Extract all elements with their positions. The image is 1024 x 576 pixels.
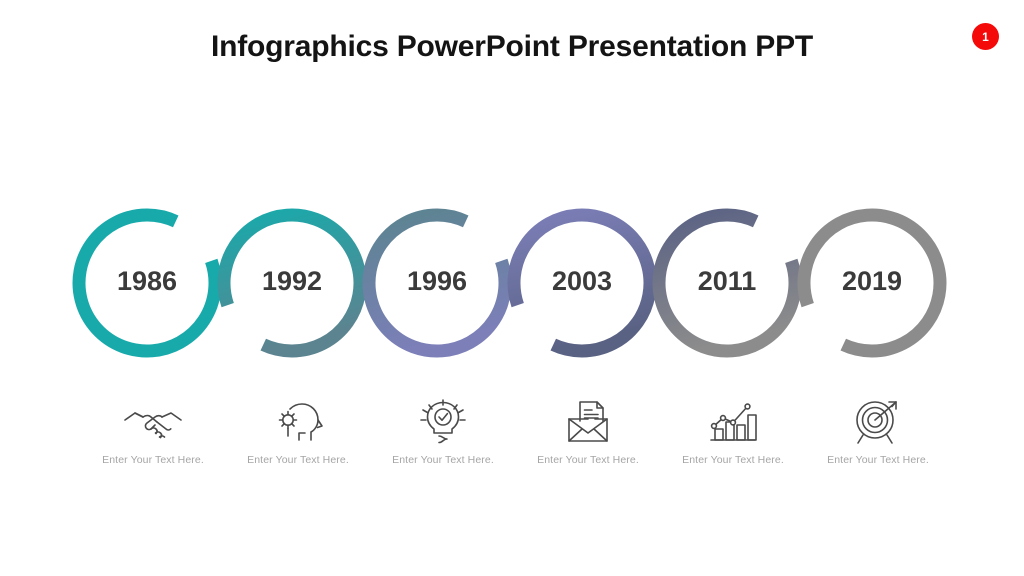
ring-chain-graphic — [72, 208, 947, 358]
head-gear-icon — [223, 396, 373, 448]
timeline-ring-chain: 1986 1992 1996 2003 2011 2019 — [62, 198, 962, 368]
list-item-caption: Enter Your Text Here. — [537, 454, 639, 466]
ring-year-label: 1996 — [406, 266, 468, 296]
slide-number-badge: 1 — [972, 23, 999, 50]
ring-year-label: 1992 — [261, 266, 323, 296]
list-item[interactable]: Enter Your Text Here. — [513, 396, 663, 466]
ring-year-label: 2019 — [841, 266, 903, 296]
timeline-items-row: Enter Your Text Here. Enter Your Text He… — [62, 396, 962, 486]
envelope-document-icon — [513, 396, 663, 448]
list-item[interactable]: Enter Your Text Here. — [223, 396, 373, 466]
timeline-ring-1992[interactable] — [217, 208, 367, 358]
timeline-ring-2003[interactable] — [507, 208, 657, 358]
ring-year-label: 1986 — [116, 266, 178, 296]
ring-year-label: 2011 — [697, 266, 757, 296]
list-item[interactable]: Enter Your Text Here. — [78, 396, 228, 466]
list-item-caption: Enter Your Text Here. — [102, 454, 204, 466]
ring-year-label: 2003 — [551, 266, 613, 296]
page-title: Infographics PowerPoint Presentation PPT — [210, 30, 814, 63]
list-item-caption: Enter Your Text Here. — [827, 454, 929, 466]
list-item-caption: Enter Your Text Here. — [247, 454, 349, 466]
lightbulb-check-icon — [368, 396, 518, 448]
list-item[interactable]: Enter Your Text Here. — [803, 396, 953, 466]
list-item[interactable]: Enter Your Text Here. — [658, 396, 808, 466]
list-item-caption: Enter Your Text Here. — [682, 454, 784, 466]
timeline-ring-2011[interactable] — [652, 208, 802, 358]
list-item[interactable]: Enter Your Text Here. — [368, 396, 518, 466]
handshake-icon — [78, 396, 228, 448]
timeline-ring-2019[interactable] — [797, 208, 947, 358]
bar-chart-growth-icon — [658, 396, 808, 448]
target-arrow-icon — [803, 396, 953, 448]
list-item-caption: Enter Your Text Here. — [392, 454, 494, 466]
timeline-ring-1986[interactable] — [72, 208, 222, 358]
timeline-ring-1996[interactable] — [362, 208, 512, 358]
